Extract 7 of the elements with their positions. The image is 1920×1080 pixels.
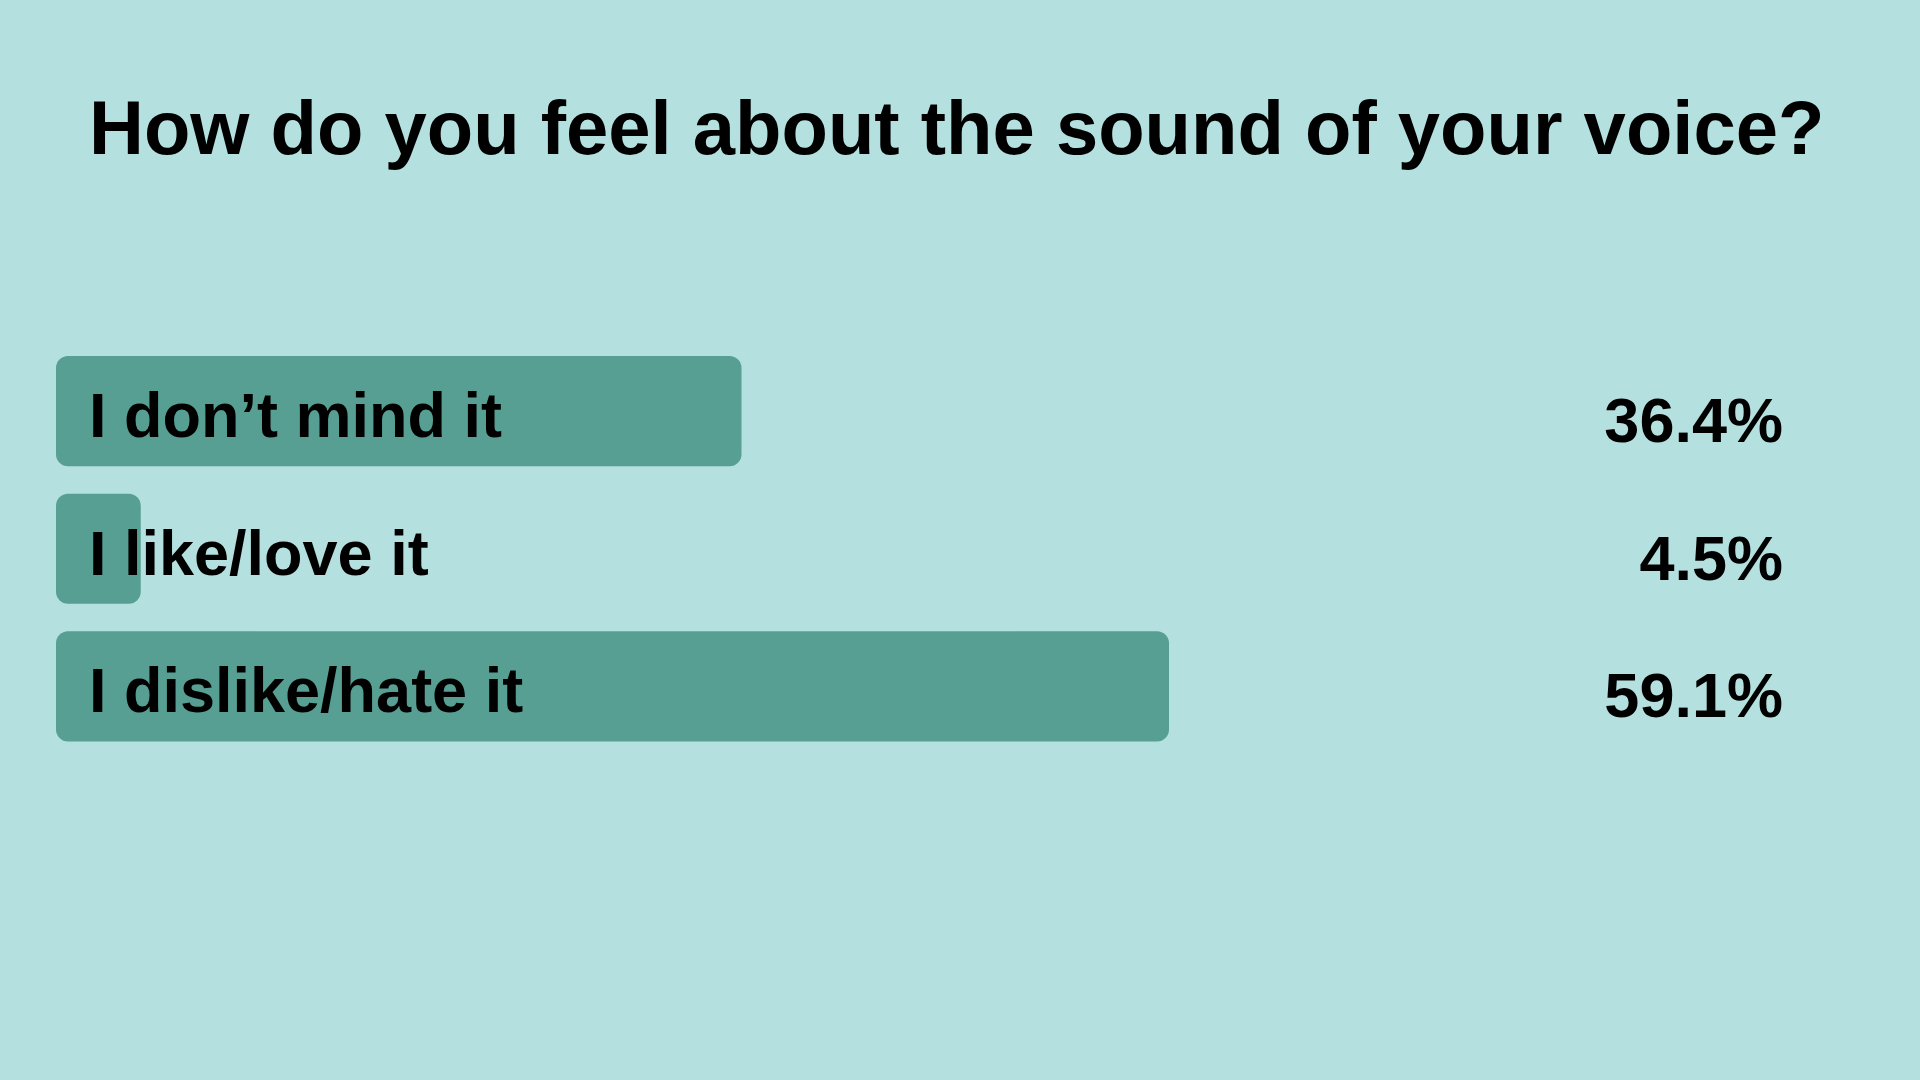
y-tick-label: I like/love it	[89, 517, 429, 588]
chart-title: How do you feel about the sound of your voice?	[89, 85, 1825, 170]
data-label: 4.5%	[1639, 522, 1783, 593]
data-label: 36.4%	[1604, 385, 1783, 456]
y-tick-label: I don’t mind it	[89, 380, 502, 451]
data-label: 59.1%	[1604, 660, 1783, 731]
y-tick-label: I dislike/hate it	[89, 655, 524, 726]
